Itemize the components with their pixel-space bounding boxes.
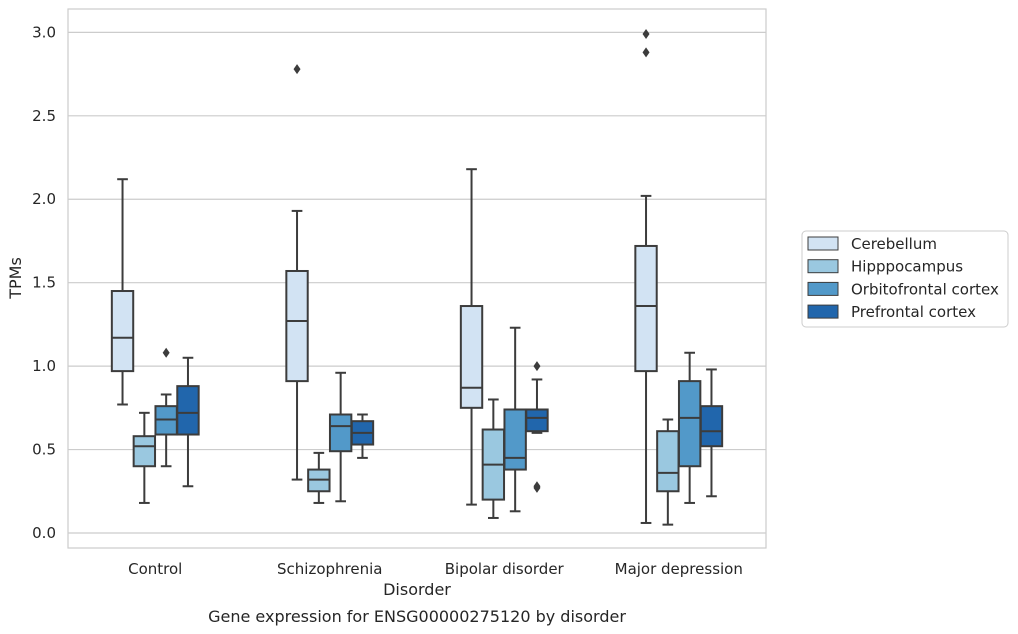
- box-hipppocampus: [307, 451, 331, 504]
- box-prefrontal-cortex: [699, 368, 724, 498]
- y-tick-label: 0.0: [32, 524, 56, 542]
- box-hipppocampus: [656, 418, 680, 526]
- legend: Cerebellum Hipppocampus Orbitofrontal cort…: [801, 230, 1009, 328]
- x-tick-label: Schizophrenia: [277, 560, 382, 578]
- box-iqr: [699, 405, 724, 448]
- box-layer: [110, 29, 724, 526]
- outlier-point: [642, 29, 650, 40]
- box-iqr: [656, 430, 680, 493]
- outlier-point: [293, 64, 301, 75]
- outlier-point: [533, 361, 541, 372]
- outlier-point: [162, 347, 170, 358]
- x-axis-label: Disorder: [383, 580, 451, 599]
- box-iqr: [328, 413, 353, 453]
- y-axis-label: TPMs: [6, 257, 25, 300]
- outlier-point: [642, 47, 650, 58]
- box-iqr: [110, 290, 135, 373]
- box-cerebellum: [285, 64, 309, 481]
- box-prefrontal-cortex: [176, 356, 200, 488]
- box-iqr: [176, 385, 200, 436]
- x-tick-label: Bipolar disorder: [445, 560, 565, 578]
- chart-title: Gene expression for ENSG00000275120 by d…: [208, 607, 626, 626]
- box-cerebellum: [459, 168, 484, 506]
- box-cerebellum: [110, 178, 135, 406]
- box-iqr: [525, 408, 549, 433]
- y-tick-label: 2.0: [32, 190, 56, 208]
- legend-swatch: [807, 281, 839, 296]
- legend-frame: [801, 230, 1009, 328]
- box-prefrontal-cortex: [525, 361, 549, 493]
- legend-swatch: [807, 304, 839, 319]
- box-iqr: [459, 305, 484, 409]
- box-hipppocampus: [132, 411, 157, 504]
- y-tick-label: 0.5: [32, 441, 56, 459]
- y-tick-label: 1.5: [32, 274, 56, 292]
- box-orbitofrontal-cortex: [503, 326, 527, 513]
- box-iqr: [503, 408, 527, 471]
- box-iqr: [677, 380, 702, 468]
- plot-frame: [67, 8, 767, 549]
- box-prefrontal-cortex: [350, 413, 375, 459]
- outlier-point: [533, 481, 541, 492]
- legend-label: Hipppocampus: [851, 258, 963, 276]
- x-tick-label: Control: [128, 560, 182, 578]
- grid-lines: [68, 31, 766, 534]
- box-iqr: [285, 269, 309, 383]
- box-iqr: [132, 435, 157, 468]
- box-orbitofrontal-cortex: [154, 347, 178, 468]
- legend-swatch: [807, 236, 839, 251]
- box-cerebellum: [634, 29, 658, 524]
- y-axis-ticks: 0.0 0.5 1.0 1.5 2.0 2.5 3.0: [32, 23, 56, 542]
- box-iqr: [634, 244, 658, 373]
- legend-swatch: [807, 259, 839, 274]
- legend-label: Cerebellum: [851, 235, 937, 253]
- y-tick-label: 1.0: [32, 357, 56, 375]
- box-orbitofrontal-cortex: [328, 371, 353, 503]
- x-axis-ticks: Control Schizophrenia Bipolar disorder Majo…: [128, 560, 743, 578]
- legend-label: Orbitofrontal cortex: [851, 280, 999, 298]
- y-tick-label: 2.5: [32, 107, 56, 125]
- x-tick-label: Major depression: [615, 560, 743, 578]
- box-orbitofrontal-cortex: [677, 351, 702, 504]
- y-tick-label: 3.0: [32, 23, 56, 41]
- legend-label: Prefrontal cortex: [851, 303, 976, 321]
- box-hipppocampus: [481, 398, 506, 519]
